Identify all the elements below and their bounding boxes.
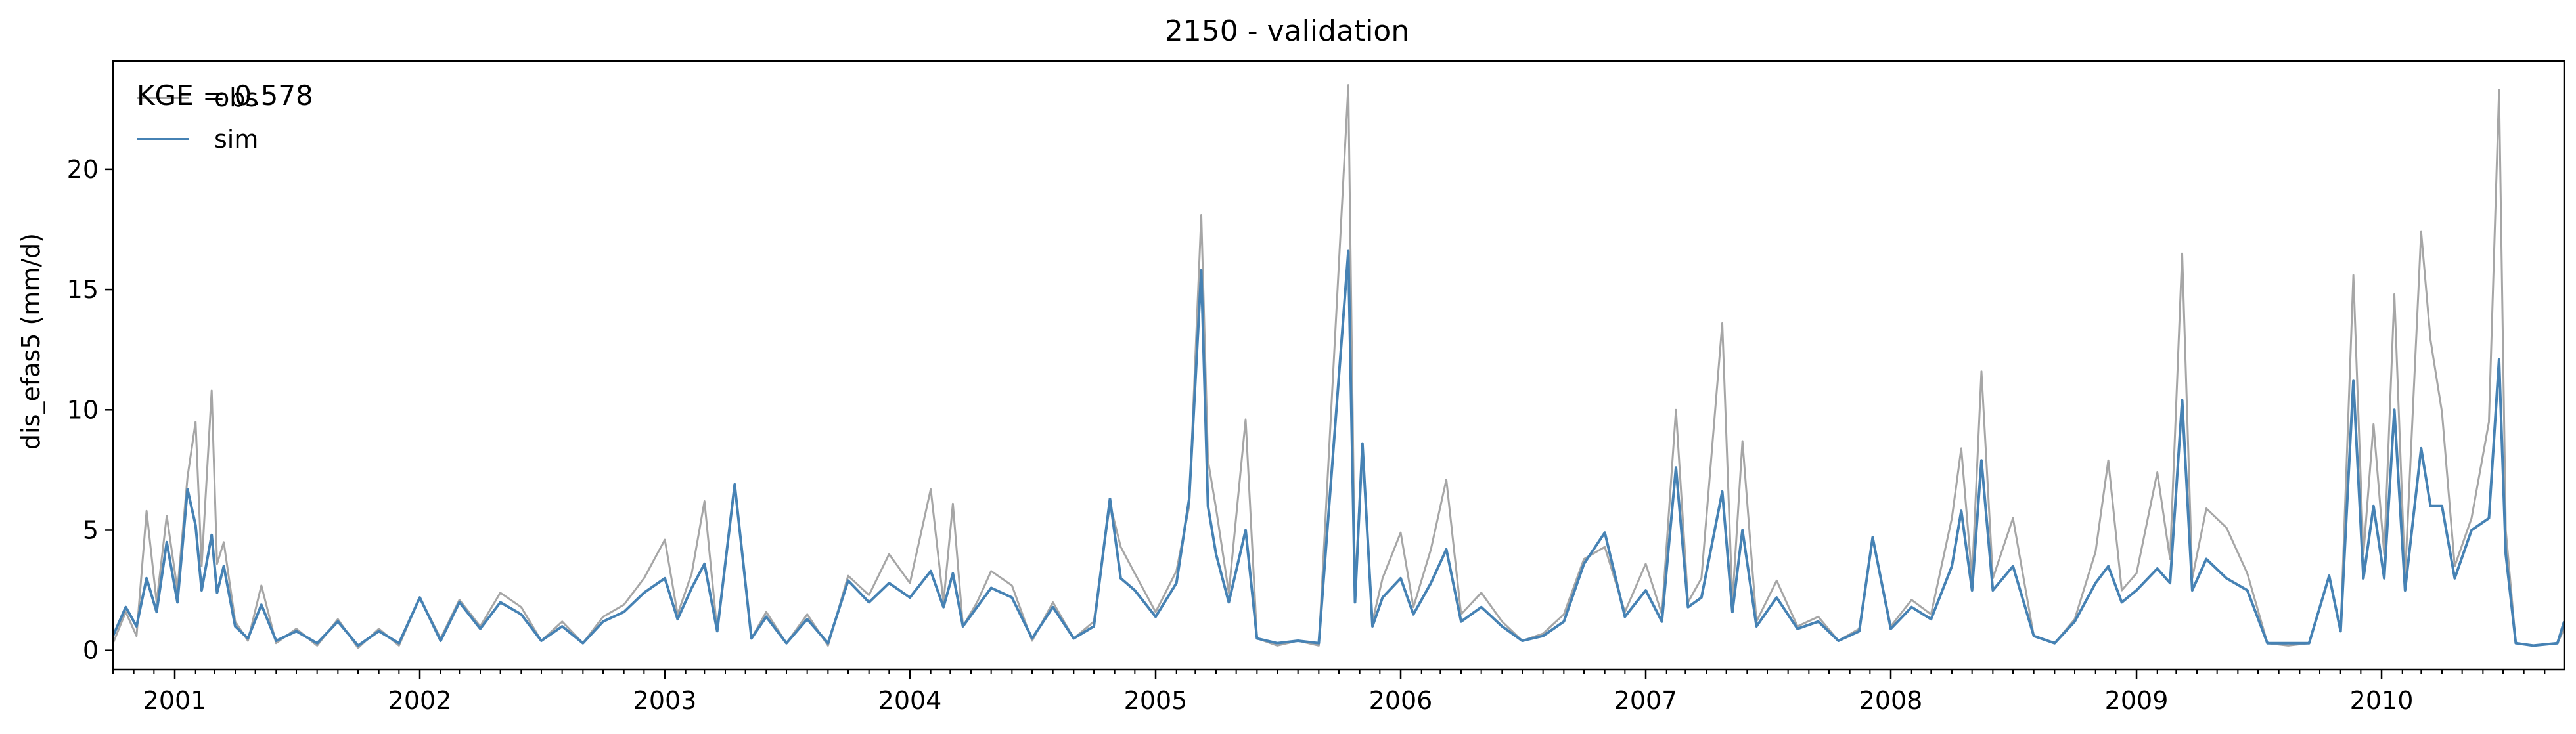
sim-series-line [112, 249, 2565, 647]
x-tick-label: 2007 [1614, 686, 1678, 715]
y-axis: 0 5 10 15 20 [67, 155, 113, 665]
x-tick-label: 2004 [878, 686, 942, 715]
legend: obs sim [137, 83, 258, 154]
legend-obs-label: obs [214, 83, 258, 112]
y-tick-label: 15 [67, 275, 99, 304]
x-tick-label: 2010 [2350, 686, 2414, 715]
x-tick-label: 2009 [2105, 686, 2169, 715]
y-tick-label: 10 [67, 395, 99, 424]
legend-sim-label: sim [214, 125, 258, 154]
x-tick-label: 2003 [633, 686, 697, 715]
kge-annotation: KGE = 0.578 [137, 79, 313, 112]
x-tick-label: 2001 [143, 686, 207, 715]
y-tick-label: 5 [83, 515, 99, 544]
y-tick-label: 0 [83, 636, 99, 665]
y-axis-label: dis_efas5 (mm/d) [16, 233, 45, 450]
y-tick-label: 20 [67, 155, 99, 184]
x-tick-label: 2005 [1124, 686, 1188, 715]
x-tick-label: 2008 [1859, 686, 1923, 715]
x-tick-label: 2002 [388, 686, 452, 715]
x-tick-label: 2006 [1369, 686, 1433, 715]
chart-title: 2150 - validation [1165, 14, 1409, 48]
x-axis: 2001 2002 2003 2004 2005 2006 2007 2008 2009 2010 [112, 670, 2546, 715]
sim-series-layer [112, 249, 2565, 647]
